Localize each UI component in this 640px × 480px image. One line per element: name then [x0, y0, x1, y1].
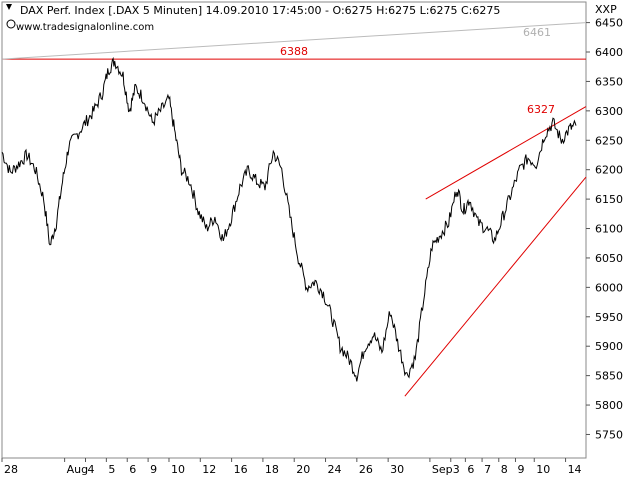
x-tick-label: 3	[453, 463, 460, 476]
y-tick-label: 6000	[595, 281, 623, 294]
y-tick-label: 6200	[595, 164, 623, 177]
chart-title: DAX Perf. Index [.DAX 5 Minuten] 14.09.2…	[20, 4, 500, 17]
series-layer	[1, 56, 577, 382]
y-tick-label: 6150	[595, 193, 623, 206]
y-tick-label: 5750	[595, 428, 623, 441]
x-tick-label: 26	[359, 463, 373, 476]
x-tick-label: 18	[265, 463, 279, 476]
y-tick-label: 6100	[595, 223, 623, 236]
x-tick-label: 14	[568, 463, 582, 476]
level-label: 6388	[280, 45, 308, 58]
x-tick-label: 7	[484, 463, 491, 476]
y-tick-label: 5800	[595, 399, 623, 412]
x-axis: 28 Aug 4 5 6 9 10 12 16 18 20 24 26 30 Sep 3 6 7 8 9 10 14	[1, 458, 582, 476]
symbol-label: XXP	[595, 3, 617, 16]
price-series-line	[1, 56, 577, 382]
x-tick-label: 30	[390, 463, 404, 476]
x-tick-label: 8	[501, 463, 508, 476]
x-tick-label: 6	[129, 463, 136, 476]
y-tick-label: 5900	[595, 340, 623, 353]
source-label: www.tradesignalonline.com	[16, 22, 154, 33]
y-tick-label: 6350	[595, 75, 623, 88]
annotation-layer: 6388 6461 6327	[1, 22, 587, 397]
x-tick-label: 5	[108, 463, 115, 476]
y-axis: 5750 5800 5850 5900 5950 6000 6050 6100 6150 6200…	[586, 17, 623, 441]
x-tick-label: 20	[296, 463, 310, 476]
x-tick-label: 6	[467, 463, 474, 476]
x-tick-label: 10	[171, 463, 185, 476]
x-tick-label: 12	[202, 463, 216, 476]
x-tick-label: Aug	[67, 463, 88, 476]
trendline	[404, 176, 587, 397]
trendline-label: 6327	[527, 103, 555, 116]
x-tick-label: 16	[234, 463, 248, 476]
x-tick-label: 10	[536, 463, 550, 476]
trendline	[425, 106, 587, 200]
trendline-label: 6461	[523, 26, 551, 39]
y-tick-label: 5850	[595, 370, 623, 383]
x-tick-label: 9	[517, 463, 524, 476]
x-tick-label: 28	[4, 463, 18, 476]
x-tick-label: 24	[328, 463, 342, 476]
y-tick-label: 6050	[595, 252, 623, 265]
arrow-icon	[6, 4, 12, 10]
x-tick-label: 9	[150, 463, 157, 476]
y-tick-label: 6250	[595, 134, 623, 147]
y-tick-label: 5950	[595, 311, 623, 324]
trendline	[1, 22, 587, 60]
x-tick-label: Sep	[432, 463, 453, 476]
circle-icon	[6, 19, 16, 29]
x-tick-label: 4	[87, 463, 94, 476]
y-tick-label: 6450	[595, 17, 623, 30]
y-tick-label: 6300	[595, 105, 623, 118]
y-tick-label: 6400	[595, 46, 623, 59]
